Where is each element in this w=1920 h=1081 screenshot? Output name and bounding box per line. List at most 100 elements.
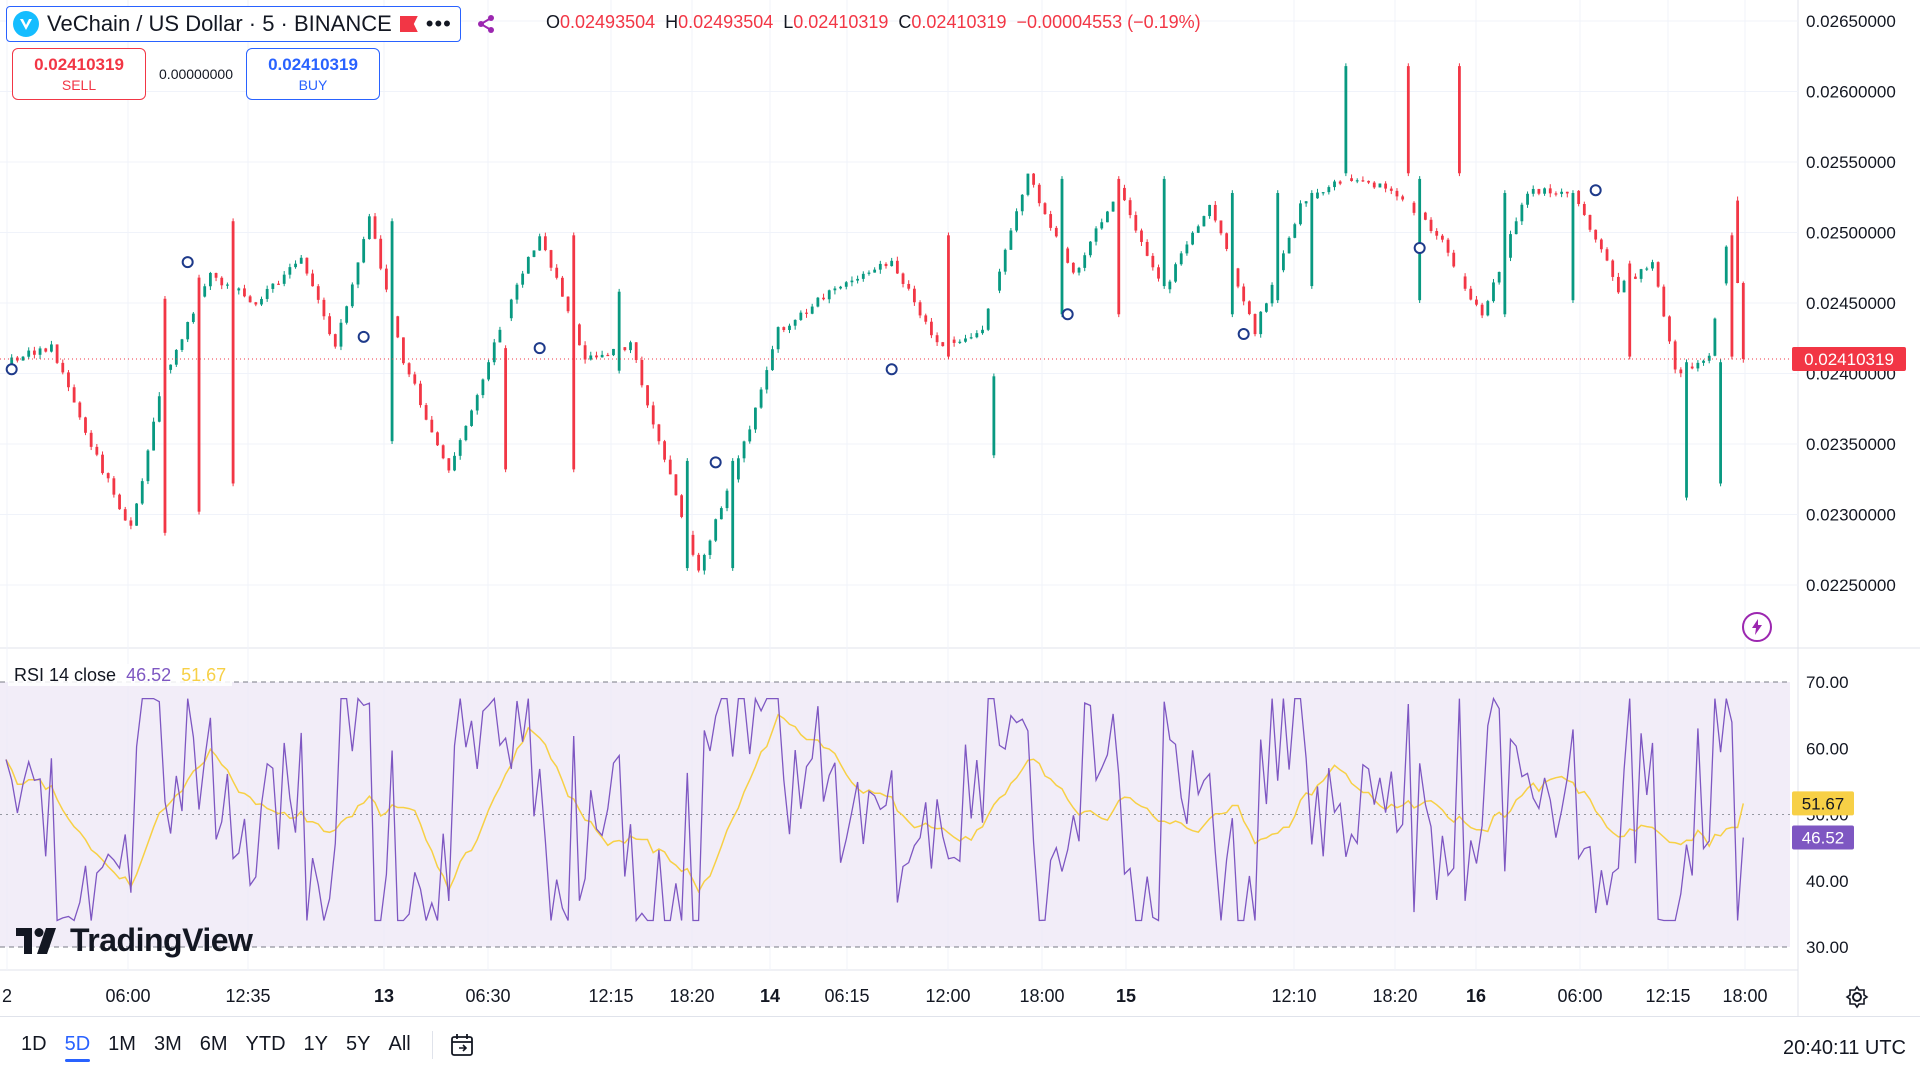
- candle-body: [555, 267, 559, 278]
- price-tick-label: 0.02350000: [1806, 435, 1896, 454]
- candle-body: [1196, 226, 1200, 233]
- lightning-icon[interactable]: [1742, 612, 1772, 642]
- rsi-tick-label: 60.00: [1806, 739, 1849, 758]
- sell-price: 0.02410319: [34, 55, 124, 74]
- candle-body: [1355, 180, 1359, 182]
- candle-body: [793, 319, 797, 326]
- rsi-ma-line: [5, 713, 1745, 894]
- candle-body: [1123, 187, 1126, 201]
- candle-body: [1264, 303, 1268, 312]
- candle-body: [1111, 201, 1115, 212]
- symbol-selector[interactable]: VeChain / US Dollar · 5 · BINANCE •••: [6, 6, 461, 42]
- utc-clock[interactable]: 20:40:11 UTC: [1782, 1037, 1906, 1059]
- candle-body: [1736, 200, 1740, 284]
- candle-body: [237, 288, 241, 291]
- share-icon[interactable]: [473, 11, 499, 37]
- buy-button[interactable]: 0.02410319 BUY: [246, 48, 380, 100]
- price-tick-label: 0.02500000: [1806, 224, 1896, 243]
- candle-body: [754, 407, 757, 430]
- candle-body: [367, 216, 371, 240]
- candle-body: [884, 263, 888, 267]
- candle-body: [1009, 230, 1013, 250]
- candle-body: [1151, 255, 1155, 268]
- candle-body: [1117, 178, 1121, 315]
- sell-button[interactable]: 0.02410319 SELL: [12, 48, 146, 100]
- candle-body: [21, 356, 25, 361]
- range-1y[interactable]: 1Y: [303, 1033, 329, 1055]
- candle-body: [1463, 276, 1467, 289]
- candle-body: [1191, 232, 1194, 245]
- candle-body: [981, 329, 984, 334]
- close-value: 0.02410319: [911, 12, 1007, 32]
- candle-body: [1338, 181, 1342, 184]
- rsi-legend[interactable]: RSI 14 close 46.52 51.67: [8, 664, 233, 686]
- range-all[interactable]: All: [388, 1033, 411, 1055]
- candle-body: [163, 298, 167, 533]
- candle-body: [930, 321, 933, 336]
- candle-body: [356, 262, 360, 285]
- rsi-ma-label-bg: [1792, 791, 1854, 816]
- candle-body: [878, 263, 882, 270]
- candle-body: [1611, 260, 1615, 277]
- last-price-label: 0.02410319: [1804, 350, 1894, 369]
- candle-body: [731, 460, 735, 569]
- range-ytd[interactable]: YTD: [245, 1033, 286, 1055]
- candle-body: [725, 490, 729, 509]
- candle-body: [1543, 188, 1546, 194]
- candle-body: [424, 405, 428, 420]
- candle-body: [1054, 227, 1058, 237]
- time-tick-label: 12:00: [925, 986, 970, 1006]
- range-5y[interactable]: 5Y: [346, 1033, 371, 1055]
- candle-body: [1497, 271, 1501, 283]
- candle-body: [1287, 237, 1291, 254]
- flag-icon[interactable]: [399, 16, 418, 32]
- candle-body: [311, 273, 314, 287]
- candle-body: [55, 344, 59, 363]
- more-options-button[interactable]: •••: [425, 11, 452, 36]
- candle-body: [1401, 196, 1405, 200]
- candle-body: [254, 302, 258, 305]
- price-tick-label: 0.02550000: [1806, 153, 1896, 172]
- candle-body: [895, 260, 899, 274]
- rsi-axis-label: 46.52: [1802, 829, 1845, 848]
- time-tick-label: 12:35: [225, 986, 270, 1006]
- candle-body: [123, 509, 127, 521]
- candle-body: [1304, 201, 1308, 204]
- go-to-date-icon[interactable]: [445, 1028, 479, 1062]
- candle-body: [419, 383, 422, 406]
- range-5d[interactable]: 5D: [56, 1027, 100, 1062]
- range-3m[interactable]: 3M: [153, 1033, 182, 1055]
- candle-body: [736, 458, 740, 480]
- event-marker: [5, 363, 18, 376]
- candle-body: [1503, 193, 1507, 315]
- candle-body: [373, 216, 377, 239]
- candle-body: [1492, 282, 1495, 302]
- candle-body: [748, 429, 752, 442]
- candle-body: [595, 355, 598, 358]
- candle-body: [1179, 253, 1183, 265]
- candle-body: [1741, 283, 1745, 359]
- candle-body: [1077, 267, 1081, 273]
- candle-body: [1724, 246, 1728, 284]
- candle-body: [1435, 230, 1439, 236]
- close-label: C: [898, 12, 912, 32]
- range-1d[interactable]: 1D: [21, 1033, 47, 1055]
- candle-body: [498, 329, 502, 343]
- candle-body: [771, 349, 774, 371]
- candle-body: [839, 286, 842, 289]
- event-marker: [709, 456, 722, 469]
- candle-body: [918, 302, 922, 316]
- candle-body: [1157, 267, 1160, 279]
- candle-body: [509, 299, 513, 319]
- candle-body: [1071, 262, 1075, 273]
- candle-body: [328, 316, 332, 335]
- candle-body: [1270, 284, 1274, 304]
- range-1m[interactable]: 1M: [108, 1033, 136, 1055]
- candle-body: [436, 432, 439, 446]
- time-tick-label: 06:30: [465, 986, 510, 1006]
- candle-body: [1429, 219, 1433, 231]
- candle-body: [629, 342, 632, 351]
- range-6m[interactable]: 6M: [199, 1033, 228, 1055]
- chart-settings-icon[interactable]: [1842, 982, 1872, 1012]
